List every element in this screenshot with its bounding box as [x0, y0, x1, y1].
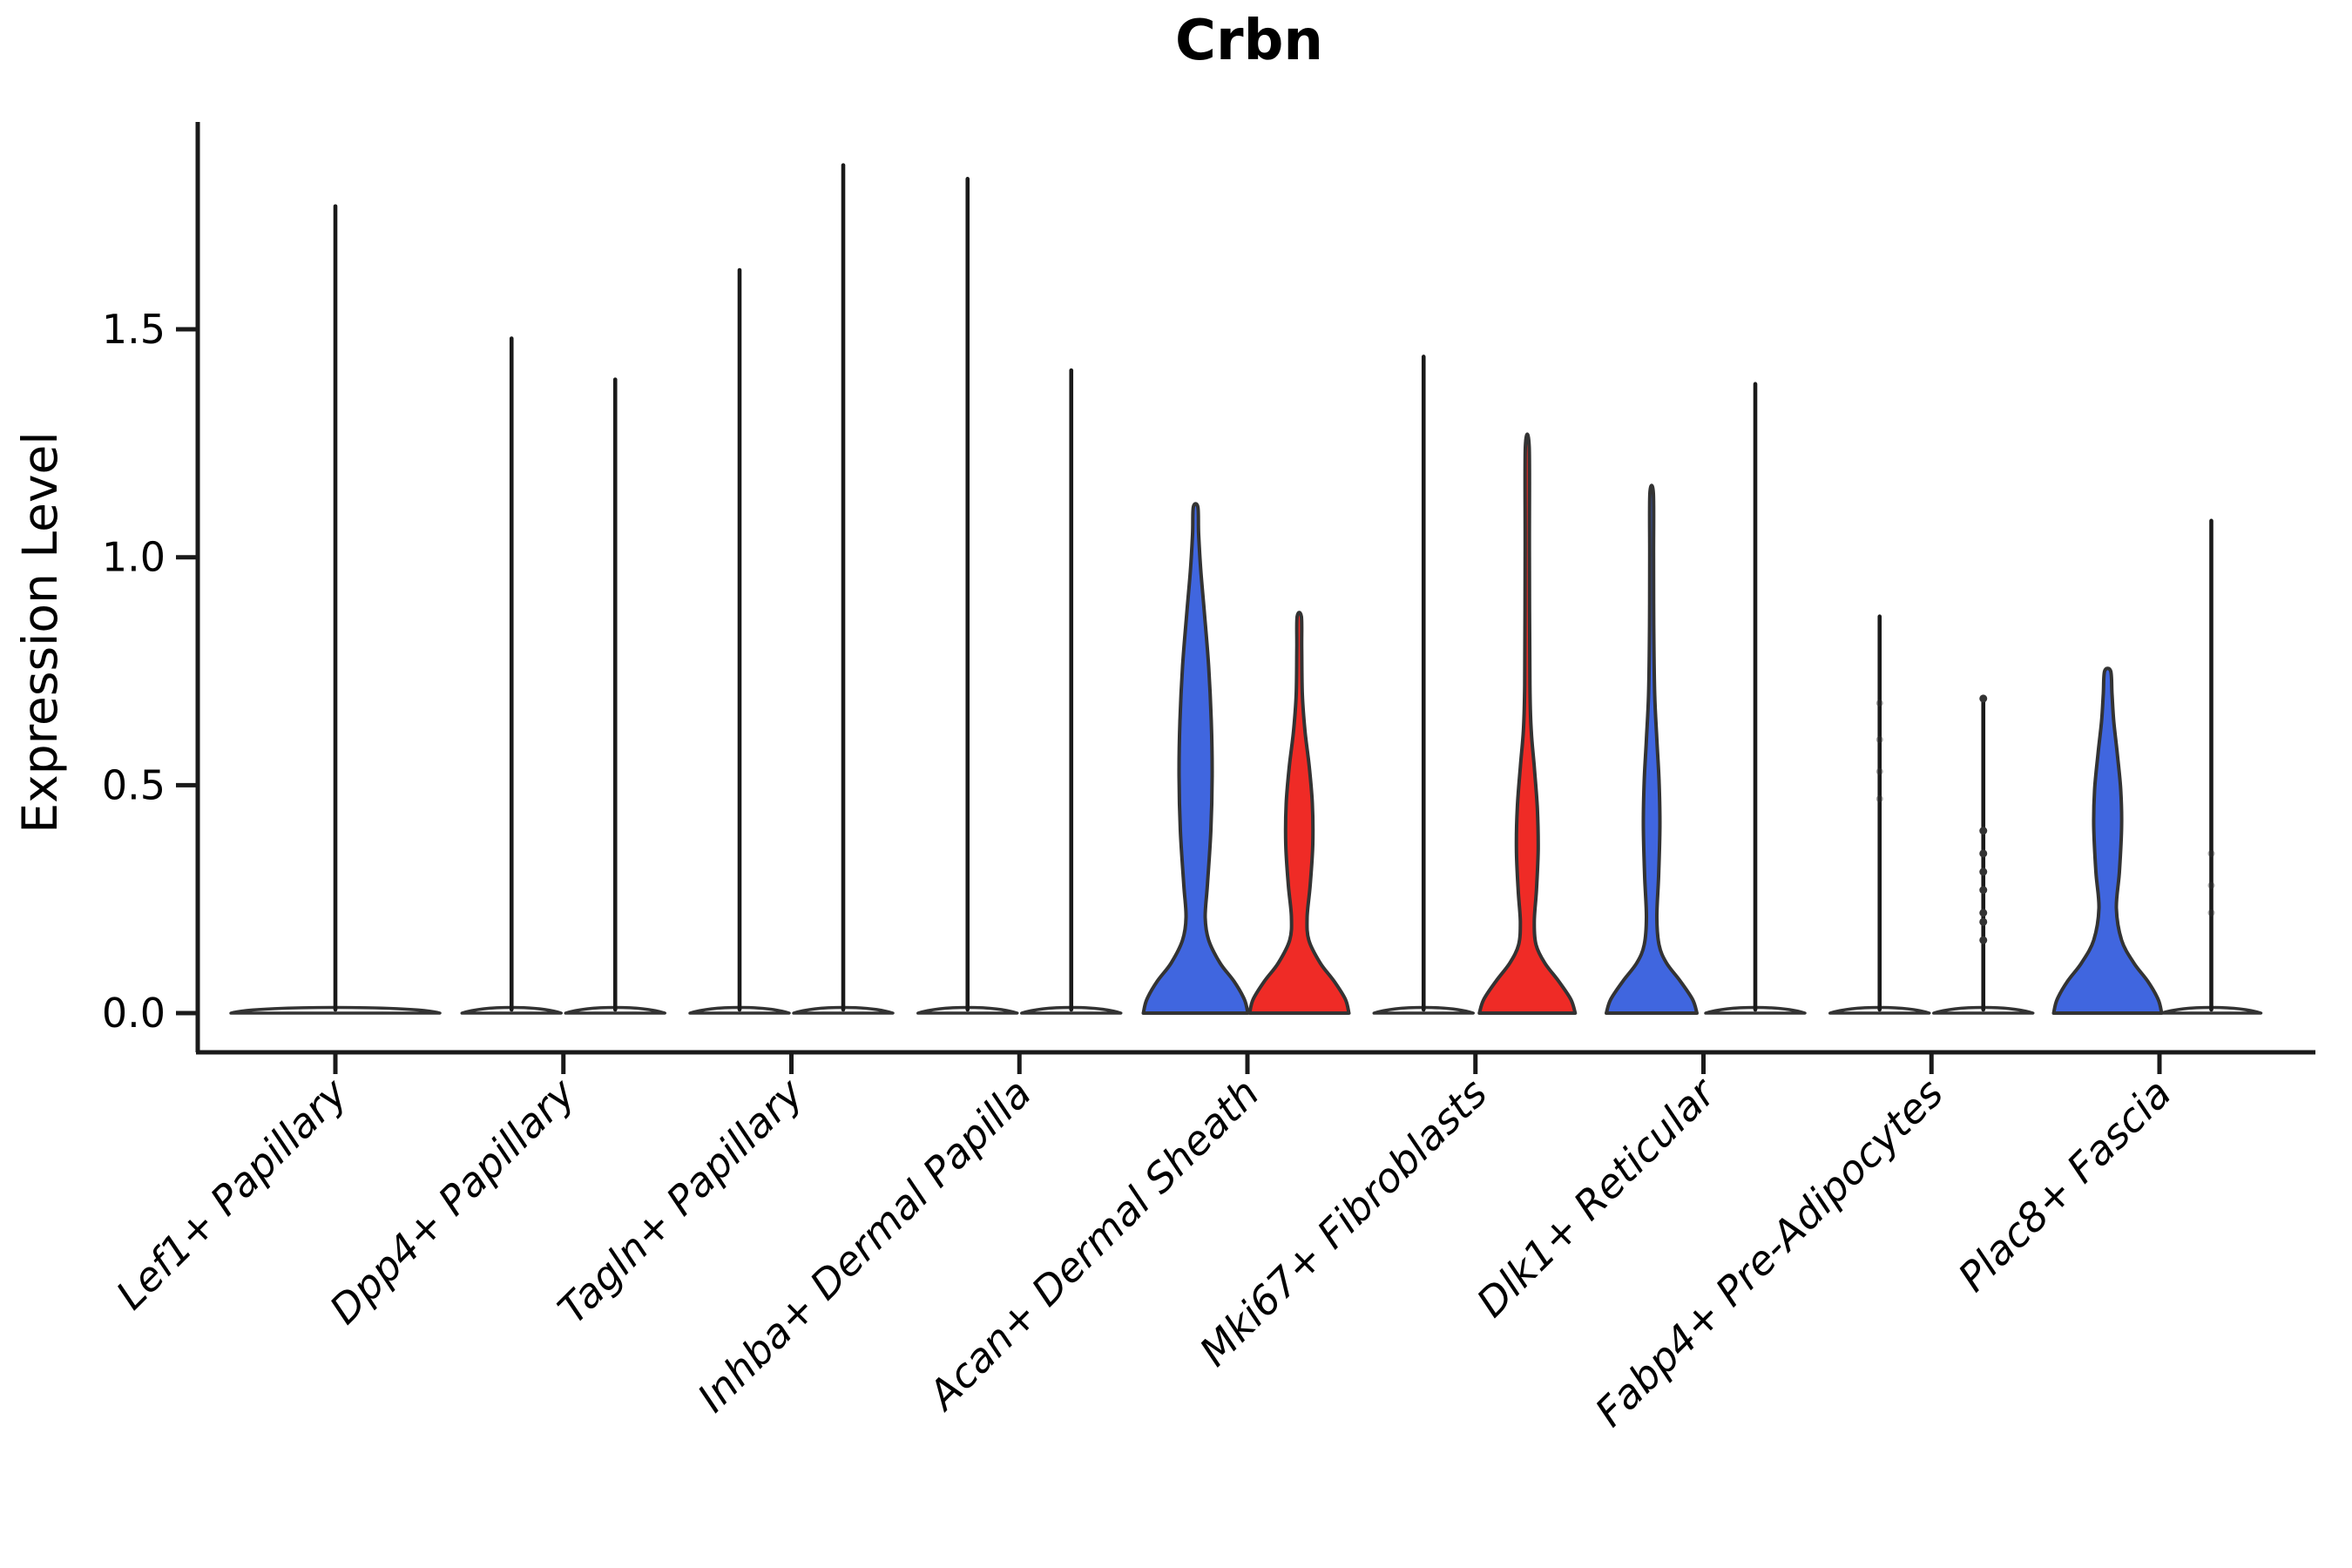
violin-8-0-body — [2051, 666, 2164, 1015]
violin-7-0-jitter-dot-faint — [1876, 767, 1883, 775]
violin-7-1-jitter-dot — [1979, 917, 1988, 926]
x-category-label: Dlk1+ Reticular — [1468, 1067, 1727, 1326]
x-category-label: Lef1+ Papillary — [107, 1069, 356, 1318]
violin-6-0-body — [1605, 483, 1699, 1015]
y-tick-label: 1.0 — [102, 534, 166, 581]
violin-8-1-jitter-dot-faint — [2207, 909, 2215, 916]
violin-7-1-jitter-dot — [1979, 909, 1988, 917]
violin-7-1-jitter-dot — [1979, 886, 1988, 895]
violin-8-1-jitter-dot-faint — [2207, 882, 2215, 889]
y-tick-label: 1.5 — [102, 306, 166, 353]
violin-7-1-jitter-dot — [1979, 694, 1988, 703]
violin-7-1-jitter-dot — [1979, 868, 1988, 876]
y-tick-label: 0.5 — [102, 761, 166, 808]
violin-7-1-jitter-dot — [1979, 849, 1988, 858]
x-category-label: Dpp4+ Papillary — [321, 1069, 585, 1333]
violin-4-1-body — [1247, 611, 1351, 1015]
violin-7-1-jitter-dot — [1979, 827, 1988, 835]
violin-5-1-body — [1477, 432, 1578, 1015]
chart-title: Crbn — [1175, 9, 1323, 73]
violin-4-0-body — [1141, 502, 1250, 1015]
x-category-label: Tagln+ Papillary — [549, 1069, 813, 1333]
violin-7-0-jitter-dot-faint — [1876, 736, 1883, 744]
x-category-label: Plac8+ Fascia — [1949, 1070, 2180, 1301]
violin-7-0-jitter-dot-faint — [1876, 700, 1883, 707]
y-tick-label: 0.0 — [102, 990, 166, 1037]
violin-7-0-jitter-dot-faint — [1876, 795, 1883, 803]
violin-7-1-jitter-dot — [1979, 936, 1988, 944]
violin-8-1-jitter-dot-faint — [2207, 849, 2215, 857]
